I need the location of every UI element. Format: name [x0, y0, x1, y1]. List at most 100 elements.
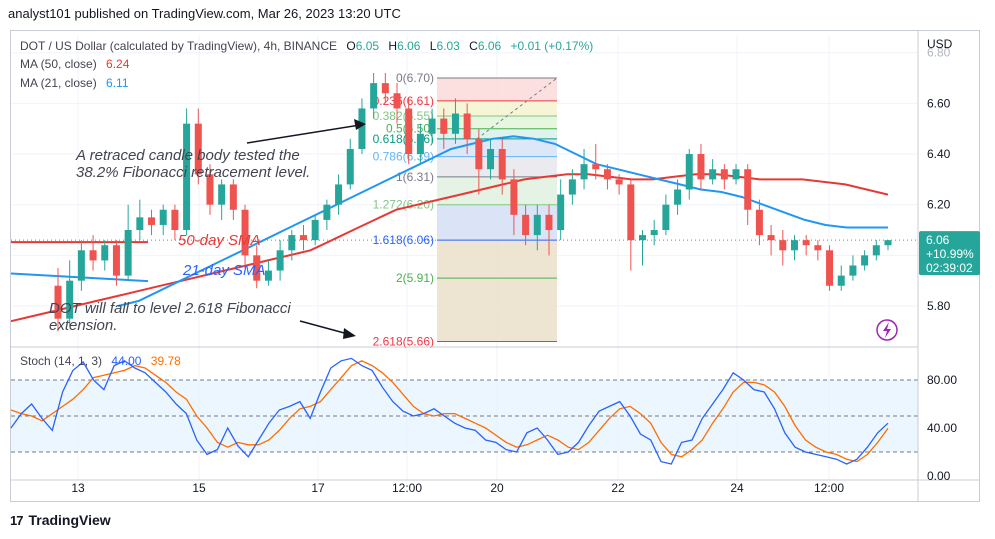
candle-body [346, 148, 354, 185]
stoch-d-line [10, 360, 889, 463]
candles [54, 72, 892, 332]
ma50-line [10, 173, 889, 323]
fib-level-label: 0.382(6.55) [373, 109, 434, 123]
publish-header: analyst101 published on TradingView.com,… [8, 6, 401, 21]
candle-body [405, 108, 413, 155]
candle-body [767, 235, 775, 241]
candle-body [241, 209, 249, 256]
candle-body [381, 83, 389, 94]
candle-body [323, 204, 331, 220]
candle-body [603, 169, 611, 180]
fib-level-label: 2.618(5.66) [373, 334, 434, 348]
fib-zone [437, 278, 557, 342]
candle-body [650, 230, 658, 236]
fib-level-label: 0.236(6.61) [373, 94, 434, 108]
candle-body [662, 204, 670, 231]
fib-level-label: 1.272(6.20) [373, 198, 434, 212]
annotation-arrowhead-1 [354, 119, 366, 130]
candle-body [54, 285, 62, 319]
stoch-tick-label: 0.00 [927, 469, 951, 483]
fib-trend-line [476, 77, 558, 140]
annotation-forecast-line2: extension. [49, 317, 117, 334]
candle-body [826, 250, 834, 286]
price-tick-label: 5.80 [927, 299, 951, 313]
fib-level-label: 0(6.70) [396, 71, 434, 85]
candle-body [697, 154, 705, 180]
stoch-d-value: 39.78 [150, 354, 181, 368]
candle-body [487, 148, 495, 170]
candle-body [545, 214, 553, 231]
price-tick-label: 6.20 [927, 198, 951, 212]
tradingview-logo[interactable]: 17 TradingView [10, 512, 111, 528]
ohlc-close: 6.06 [477, 39, 502, 53]
currency-label: USD [927, 37, 953, 51]
candle-body [557, 194, 565, 231]
candle-body [790, 240, 798, 251]
time-tick-label: 22 [611, 481, 625, 495]
ma21-value: 6.11 [106, 76, 129, 90]
candle-body [802, 240, 810, 246]
candle-body [522, 214, 530, 236]
fib-zone [437, 78, 557, 101]
last-price-value: 6.06 [926, 233, 950, 247]
candle-body [416, 133, 424, 155]
ohlc-change: +0.01 (+0.17%) [510, 39, 594, 53]
candle-body [148, 217, 156, 225]
candle-body [779, 240, 787, 251]
axes: 6.806.606.406.206.005.80USD13151712:0020… [11, 30, 980, 501]
candle-body [370, 83, 378, 109]
candle-body [206, 174, 214, 205]
time-tick-label: 12:00 [392, 481, 422, 495]
candle-body [639, 235, 647, 241]
candle-body [440, 118, 448, 134]
annotation-arrowhead-2 [343, 328, 356, 339]
candle-body [335, 184, 343, 205]
candle-body [428, 118, 436, 134]
time-tick-label: 12:00 [814, 481, 844, 495]
candle-body [510, 179, 518, 215]
candle-body [253, 255, 261, 281]
price-tick-label: 6.60 [927, 96, 951, 110]
legend-symbol-row: DOT / US Dollar (calculated by TradingVi… [20, 39, 594, 53]
candle-body [568, 179, 576, 195]
annotation-21-sma: 21-day SMA [182, 262, 266, 279]
price-tick-label: 6.40 [927, 147, 951, 161]
fib-level-label: 0.618(6.46) [373, 132, 434, 146]
lightning-icon[interactable] [876, 319, 898, 341]
time-tick-label: 15 [192, 481, 206, 495]
ma21-label: MA (21, close) [20, 76, 97, 90]
annotation-fib-test-line1: A retraced candle body tested the [75, 147, 300, 164]
stoch-tick-label: 40.00 [927, 421, 957, 435]
time-tick-label: 24 [730, 481, 744, 495]
candle-body [685, 154, 693, 190]
candle-body [674, 189, 682, 205]
candle-body [66, 280, 74, 319]
fib-level-label: 1(6.31) [396, 170, 434, 184]
ohlc-low: 6.03 [436, 39, 460, 53]
candle-body [311, 219, 319, 241]
candle-body [264, 270, 272, 281]
candle-body [393, 93, 401, 109]
candle-body [872, 245, 880, 256]
candle-body [814, 245, 822, 251]
legend-stoch-row[interactable]: Stoch (14, 1, 3) 44.00 39.78 [20, 354, 181, 368]
price-tick-label: 6.80 [927, 46, 951, 60]
lightning-icon-ring [876, 319, 898, 341]
annotation-fib-test-line2: 38.2% Fibonacci retracement level. [76, 164, 310, 181]
candle-body [358, 108, 366, 149]
candle-body [101, 245, 109, 261]
candle-body [627, 184, 635, 241]
candle-body [159, 209, 167, 225]
candle-body [124, 230, 132, 276]
legend-ma21-row[interactable]: MA (21, close) 6.11 [20, 76, 129, 90]
legend-ma50-row[interactable]: MA (50, close) 6.24 [20, 57, 129, 71]
candle-body [755, 209, 763, 236]
legend-symbol: DOT / US Dollar (calculated by TradingVi… [20, 39, 338, 53]
candle-body [276, 250, 284, 271]
stoch-label: Stoch (14, 1, 3) [20, 354, 103, 368]
ma50-value: 6.24 [106, 57, 130, 71]
candle-body [884, 240, 892, 246]
ma50-label: MA (50, close) [20, 57, 97, 71]
fib-zone [437, 240, 557, 279]
